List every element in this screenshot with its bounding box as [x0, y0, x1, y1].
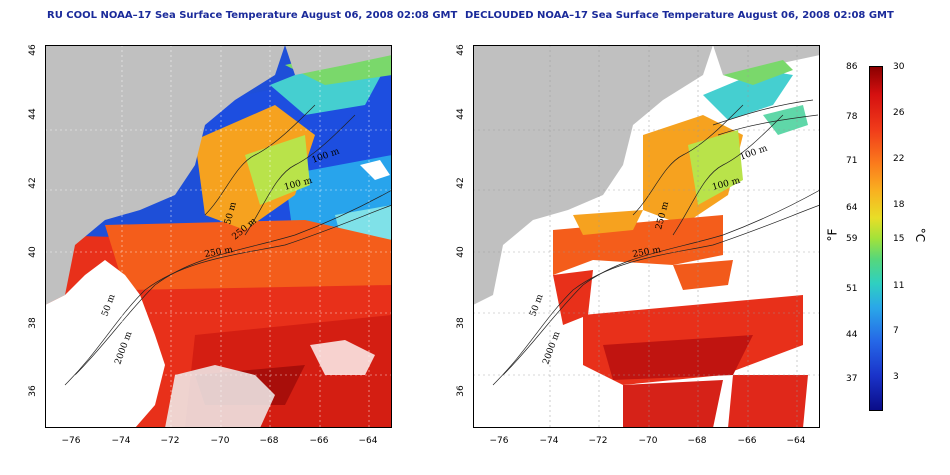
lon-tick: −74 [539, 436, 559, 446]
lon-tick: −76 [489, 436, 509, 446]
lon-tick: −68 [687, 436, 707, 446]
lon-tick: −68 [259, 436, 279, 446]
fahrenheit-tick: 78 [846, 112, 858, 122]
celsius-tick: 30 [893, 62, 905, 72]
left-contour-label: 250 m [204, 245, 234, 260]
celsius-tick: 26 [893, 108, 905, 118]
fahrenheit-tick: 44 [846, 330, 858, 340]
fahrenheit-tick: 37 [846, 374, 858, 384]
right-sst-map: 100 m 100 m 250 m 250 m 50 m 2000 m [473, 45, 820, 428]
lat-tick: 44 [28, 108, 38, 120]
fahrenheit-tick: 64 [846, 203, 858, 213]
lon-tick: −70 [210, 436, 230, 446]
right-map-canvas: 100 m 100 m 250 m 250 m 50 m 2000 m [473, 45, 820, 428]
lat-tick: 40 [28, 246, 38, 258]
lat-tick: 38 [456, 317, 466, 329]
fahrenheit-tick: 71 [846, 156, 858, 166]
celsius-tick: 7 [893, 326, 899, 336]
right-map-title: DECLOUDED NOAA–17 Sea Surface Temperatur… [465, 10, 894, 21]
fahrenheit-unit-label: °F [825, 228, 840, 242]
lon-tick: −70 [638, 436, 658, 446]
celsius-tick: 11 [893, 281, 905, 291]
lat-tick: 36 [456, 385, 466, 397]
lat-tick: 38 [28, 317, 38, 329]
lon-tick: −64 [358, 436, 378, 446]
lat-tick: 40 [456, 246, 466, 258]
lat-tick: 36 [28, 385, 38, 397]
lon-tick: −74 [111, 436, 131, 446]
left-sst-map: 100 m 100 m 50 m 250 m 250 m 50 m 2000 m [45, 45, 392, 428]
lat-tick: 42 [456, 177, 466, 189]
lat-tick: 44 [456, 108, 466, 120]
lon-tick: −64 [786, 436, 806, 446]
fahrenheit-tick: 51 [846, 284, 858, 294]
fahrenheit-tick: 86 [846, 62, 858, 72]
left-map-title: RU COOL NOAA–17 Sea Surface Temperature … [47, 10, 458, 21]
celsius-unit-label: °C [913, 227, 928, 243]
lon-tick: −76 [61, 436, 81, 446]
lon-tick: −66 [737, 436, 757, 446]
celsius-tick: 3 [893, 372, 899, 382]
lat-tick: 46 [456, 44, 466, 56]
lon-tick: −66 [309, 436, 329, 446]
lat-tick: 46 [28, 44, 38, 56]
left-map-canvas: 100 m 100 m 50 m 250 m 250 m 50 m 2000 m [45, 45, 392, 428]
lat-tick: 42 [28, 177, 38, 189]
right-contour-label: 250 m [632, 245, 662, 260]
fahrenheit-tick: 59 [846, 234, 858, 244]
lon-tick: −72 [160, 436, 180, 446]
lon-tick: −72 [588, 436, 608, 446]
celsius-tick: 18 [893, 200, 905, 210]
celsius-tick: 15 [893, 234, 905, 244]
temperature-colorbar [869, 66, 883, 411]
celsius-tick: 22 [893, 154, 905, 164]
